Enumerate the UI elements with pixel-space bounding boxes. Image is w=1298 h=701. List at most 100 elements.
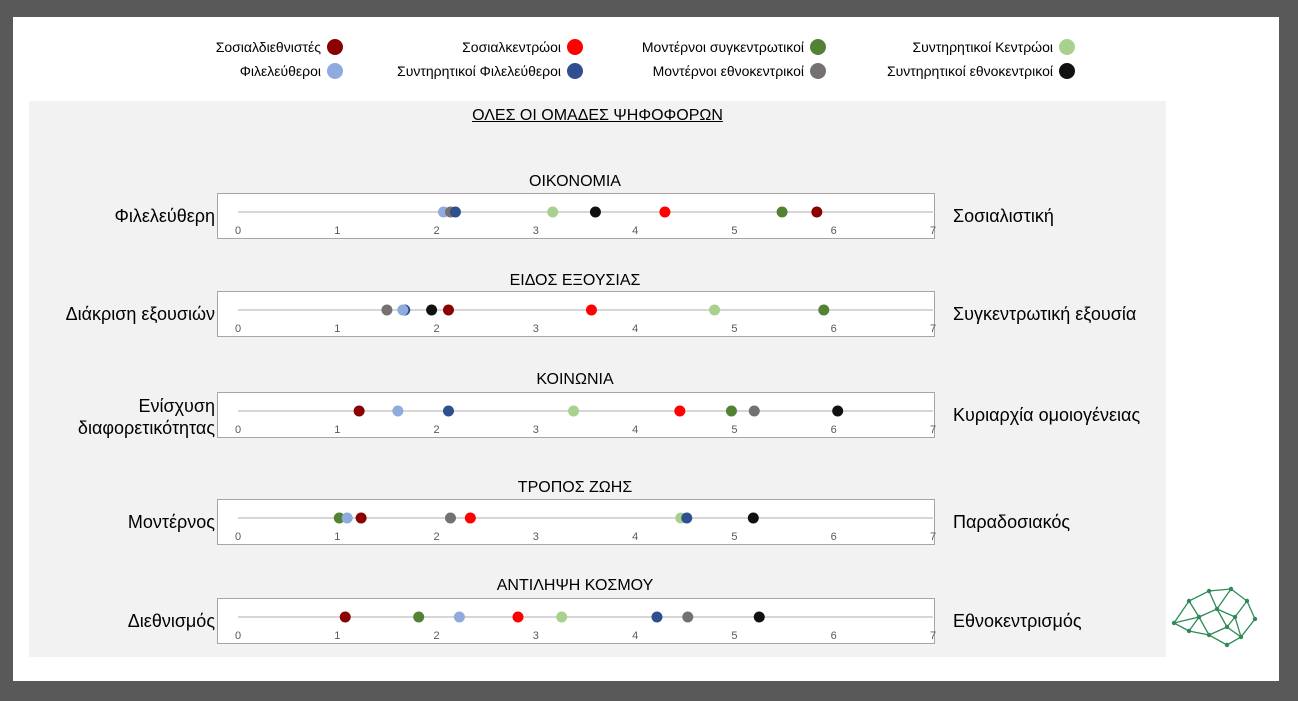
legend-item-conservative-liberals: Συντηρητικοί Φιλελεύθεροι [333, 63, 583, 79]
chart-title: ΑΝΤΙΛΗΨΗ ΚΟΣΜΟΥ [496, 577, 654, 594]
tick-label: 0 [235, 225, 241, 237]
left-pole-label: Φιλελεύθερη [114, 206, 215, 226]
data-point: Συντηρητικοί Κεντρώοι [568, 405, 580, 417]
data-point: Φιλελεύθεροι [341, 512, 353, 524]
legend-item-liberals: Φιλελεύθεροι [163, 63, 343, 79]
data-point: Σοσιαλκεντρώοι [674, 405, 686, 417]
tick-label: 2 [434, 531, 440, 543]
right-pole-label: Σοσιαλιστική [953, 206, 1054, 226]
data-point: Συντηρητικοί εθνοκεντρικοί [426, 304, 438, 316]
strip-chart-svg: 0 1 2 3 4 5 6 7 Σοσιαλδιεθνιστές Σοσιαλκεντρώοι Μο… [235, 206, 936, 237]
data-point: Σοσιαλκεντρώοι [585, 304, 597, 316]
left-pole-label: Ενίσχυση διαφορετικότητας [77, 396, 215, 438]
data-point: Σοσιαλκεντρώοι [464, 512, 476, 524]
chart-frame: Σοσιαλδιεθνιστές Σοσιαλκεντρώοι Μοντέρνο… [13, 17, 1279, 681]
chart-title: ΤΡΟΠΟΣ ΖΩΗΣ [517, 479, 633, 496]
strip-chart-svg: 0 1 2 3 4 5 6 7 Σοσιαλδιεθνιστές Μοντέρνοι συγκεν… [235, 611, 936, 642]
data-point: Σοσιαλδιεθνιστές [811, 206, 823, 218]
tick-label: 5 [731, 323, 737, 335]
strip-chart-svg: 0 1 2 3 4 5 6 7 Μοντέρνοι συγκεντρωτικοίΦιλελεύθ… [235, 512, 936, 543]
legend-marker [1059, 39, 1075, 55]
data-point: Συντηρητικοί Φιλελεύθεροι [442, 405, 454, 417]
strip-chart: 0 1 2 3 4 5 6 7 Σοσιαλδιεθνιστές Σοσιαλκεντρώοι Μο… [217, 291, 936, 337]
data-point: Συντηρητικοί Κεντρώοι [547, 206, 559, 218]
tick-label: 1 [334, 424, 340, 436]
network-logo-icon [1171, 586, 1258, 648]
left-pole-label: Μοντέρνος [127, 512, 215, 532]
tick-label: 6 [831, 630, 837, 642]
main-title: ΟΛΕΣ ΟΙ ΟΜΑΔΕΣ ΨΗΦΟΦΟΡΩΝ [472, 107, 723, 124]
tick-label: 3 [533, 323, 539, 335]
data-point: Συντηρητικοί Κεντρώοι [556, 611, 568, 623]
legend-marker [327, 63, 343, 79]
legend-item-modern-ethnocentrists: Μοντέρνοι εθνοκεντρικοί [593, 63, 826, 79]
strip-chart: 0 1 2 3 4 5 6 7 Σοσιαλδιεθνιστές Φιλελεύθεροι Συντ… [217, 392, 936, 438]
right-pole-label: Συγκεντρωτική εξουσία [953, 304, 1137, 324]
data-point: Σοσιαλδιεθνιστές [339, 611, 351, 623]
tick-label: 6 [831, 424, 837, 436]
tick-label: 1 [334, 630, 340, 642]
strip-chart-svg: 0 1 2 3 4 5 6 7 Σοσιαλδιεθνιστές Φιλελεύθεροι Συντ… [235, 405, 936, 436]
legend-item-conservative-centrists: Συντηρητικοί Κεντρώοι [853, 39, 1075, 55]
tick-label: 2 [434, 630, 440, 642]
data-point: Μοντέρνοι συγκεντρωτικοί [333, 512, 345, 524]
legend-marker [567, 39, 583, 55]
charts-panel: ΟΛΕΣ ΟΙ ΟΜΑΔΕΣ ΨΗΦΟΦΟΡΩΝ ΟΙΚΟΝΟΜΙΑ Φιλελε… [29, 101, 1166, 657]
tick-label: 6 [831, 531, 837, 543]
tick-label: 6 [831, 323, 837, 335]
chart-title: ΕΙΔΟΣ ΕΞΟΥΣΙΑΣ [509, 272, 641, 289]
tick-label: 4 [632, 225, 638, 237]
data-point: Σοσιαλδιεθνιστές [353, 405, 365, 417]
legend-label: Σοσιαλκεντρώοι [462, 39, 561, 55]
data-point: Φιλελεύθεροι [453, 611, 465, 623]
tick-label: 7 [930, 630, 936, 642]
tick-label: 0 [235, 630, 241, 642]
legend-marker [810, 39, 826, 55]
tick-label: 4 [632, 323, 638, 335]
tick-label: 2 [434, 323, 440, 335]
legend-label: Συντηρητικοί εθνοκεντρικοί [886, 63, 1053, 79]
tick-label: 1 [334, 225, 340, 237]
legend-label: Συντηρητικοί Κεντρώοι [912, 39, 1053, 55]
tick-label: 1 [334, 531, 340, 543]
tick-label: 5 [731, 531, 737, 543]
data-point: Μοντέρνοι εθνοκεντρικοί [682, 611, 694, 623]
data-point: Συντηρητικοί εθνοκεντρικοί [832, 405, 844, 417]
tick-label: 7 [930, 424, 936, 436]
tick-label: 0 [235, 424, 241, 436]
tick-label: 5 [731, 424, 737, 436]
data-point: Μοντέρνοι εθνοκεντρικοί [748, 405, 760, 417]
data-point: Σοσιαλδιεθνιστές [442, 304, 454, 316]
tick-label: 3 [533, 630, 539, 642]
legend-marker [327, 39, 343, 55]
strip-chart: 0 1 2 3 4 5 6 7 Σοσιαλδιεθνιστές Σοσιαλκεντρώοι Μο… [217, 193, 936, 239]
left-pole-label: Διάκριση εξουσιών [65, 304, 215, 324]
data-point: Μοντέρνοι συγκεντρωτικοί [413, 611, 425, 623]
chart-title: ΚΟΙΝΩΝΙΑ [536, 371, 614, 388]
data-point: Συντηρητικοί εθνοκεντρικοί [589, 206, 601, 218]
data-point: Συντηρητικοί Φιλελεύθεροι [681, 512, 693, 524]
strip-chart: 0 1 2 3 4 5 6 7 Μοντέρνοι συγκεντρωτικοίΦιλελεύθ… [217, 499, 936, 545]
tick-label: 7 [930, 225, 936, 237]
tick-label: 0 [235, 323, 241, 335]
legend-marker [1059, 63, 1075, 79]
data-point: Μοντέρνοι εθνοκεντρικοί [444, 512, 456, 524]
strip-chart: 0 1 2 3 4 5 6 7 Σοσιαλδιεθνιστές Μοντέρνοι συγκεν… [217, 598, 936, 644]
data-point: Συντηρητικοί Φιλελεύθεροι [651, 611, 663, 623]
data-point: Μοντέρνοι συγκεντρωτικοί [776, 206, 788, 218]
data-point: Συντηρητικοί εθνοκεντρικοί [753, 611, 765, 623]
data-point: Σοσιαλδιεθνιστές [355, 512, 367, 524]
data-point: Φιλελεύθεροι [392, 405, 404, 417]
data-point: Συντηρητικοί Φιλελεύθεροι [449, 206, 461, 218]
data-point: Σοσιαλκεντρώοι [512, 611, 524, 623]
legend-item-conservative-ethnocentrists: Συντηρητικοί εθνοκεντρικοί [813, 63, 1075, 79]
legend-label: Σοσιαλδιεθνιστές [215, 39, 321, 55]
tick-label: 5 [731, 630, 737, 642]
legend-marker [810, 63, 826, 79]
data-point: Μοντέρνοι συγκεντρωτικοί [725, 405, 737, 417]
data-point: Φιλελεύθεροι [397, 304, 409, 316]
data-point: Σοσιαλκεντρώοι [659, 206, 671, 218]
legend-item-modern-centralists: Μοντέρνοι συγκεντρωτικοί [593, 39, 826, 55]
legend-item-socialinternationalists: Σοσιαλδιεθνιστές [163, 39, 343, 55]
tick-label: 6 [831, 225, 837, 237]
